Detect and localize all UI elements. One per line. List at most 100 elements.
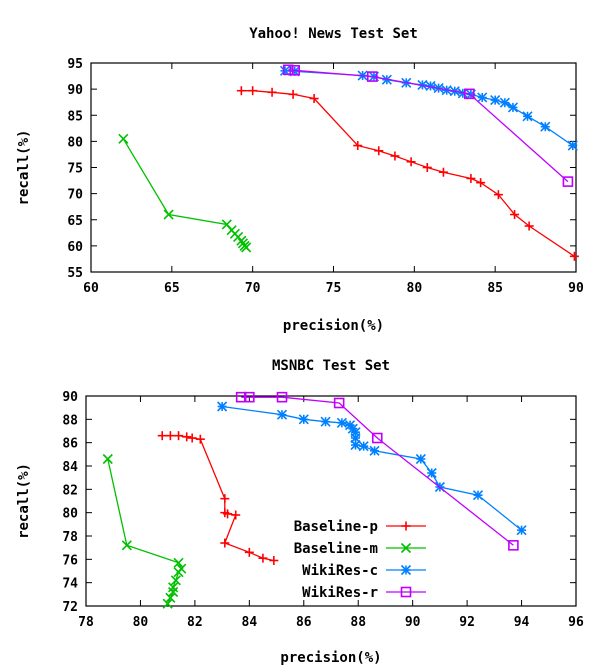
x-tick-label: 80 (407, 281, 423, 296)
x-tick-label: 88 (350, 615, 366, 630)
data-point (422, 163, 432, 172)
x-tick-label: 94 (514, 615, 530, 630)
data-point (490, 95, 501, 106)
data-point (173, 567, 184, 578)
y-tick-label: 74 (62, 577, 78, 592)
legend-label: Baseline-m (294, 541, 378, 557)
data-point (516, 525, 527, 536)
legend-marker (400, 564, 412, 576)
data-point (165, 431, 175, 441)
data-point (182, 432, 192, 442)
data-point (157, 431, 167, 441)
x-tick-label: 86 (296, 615, 312, 630)
data-point (231, 510, 241, 520)
x-tick-label: 84 (242, 615, 258, 630)
data-point (358, 441, 369, 452)
x-tick-label: 75 (326, 281, 342, 296)
y-axis-label: recall(%) (16, 463, 32, 539)
data-point (165, 592, 176, 603)
data-point (244, 547, 254, 557)
data-point (415, 453, 426, 465)
y-tick-label: 78 (62, 530, 78, 545)
x-tick-label: 90 (405, 615, 421, 630)
data-point (173, 557, 184, 568)
y-tick-label: 65 (67, 214, 83, 229)
data-point (371, 432, 383, 444)
series-wikires-c (279, 65, 578, 151)
data-point (507, 102, 519, 113)
series-line (284, 70, 574, 147)
y-tick-label: 60 (67, 240, 83, 255)
data-point (524, 221, 534, 231)
data-point (477, 92, 488, 103)
data-point (217, 401, 228, 412)
x-tick-label: 96 (568, 615, 584, 630)
series-wikires-r (235, 391, 519, 551)
data-point (350, 439, 361, 451)
y-tick-label: 85 (67, 109, 83, 124)
y-tick-label: 80 (67, 135, 83, 150)
data-point (333, 397, 345, 409)
chart-title: MSNBC Test Set (272, 358, 390, 374)
x-axis-label: precision(%) (280, 650, 381, 666)
series-line (122, 138, 247, 248)
data-point (241, 242, 252, 253)
data-point (522, 111, 533, 122)
data-point (244, 391, 255, 403)
x-tick-label: 80 (133, 615, 149, 630)
data-point (567, 140, 578, 151)
y-tick-label: 72 (62, 600, 78, 615)
x-tick-label: 82 (187, 615, 203, 630)
data-point (569, 251, 579, 261)
series-wikires-r (282, 64, 574, 187)
data-point (118, 133, 129, 144)
series-wikires-c (217, 401, 527, 536)
x-tick-label: 78 (78, 615, 94, 630)
data-point (102, 453, 113, 465)
data-point (195, 434, 205, 444)
data-point (406, 157, 416, 167)
legend-label: WikiRes-c (302, 563, 378, 579)
x-tick-label: 60 (83, 281, 99, 296)
data-point (282, 64, 294, 76)
data-point (258, 553, 268, 563)
y-tick-label: 80 (62, 507, 78, 522)
data-point (187, 433, 197, 443)
data-point (289, 65, 301, 76)
series-baseline-m (102, 453, 187, 609)
data-point (223, 509, 233, 519)
data-point (269, 556, 279, 565)
data-point (170, 575, 181, 586)
data-point (369, 445, 380, 456)
data-point (298, 414, 309, 425)
legend: Baseline-p Baseline-m WikiRes-c WikiRes-r (294, 519, 426, 601)
y-tick-label: 84 (62, 460, 78, 475)
y-axis-label: recall(%) (16, 130, 32, 206)
y-tick-label: 90 (67, 83, 83, 98)
data-point (220, 538, 230, 548)
y-tick-label: 86 (62, 437, 78, 452)
data-point (510, 210, 520, 220)
data-point (508, 540, 519, 551)
data-point (121, 540, 132, 551)
x-tick-label: 92 (459, 615, 475, 630)
y-tick-label: 95 (67, 57, 83, 72)
data-point (499, 97, 510, 108)
y-tick-label: 90 (62, 390, 78, 405)
data-point (472, 490, 484, 501)
y-tick-label: 70 (67, 188, 83, 203)
data-point (426, 467, 437, 479)
data-point (466, 173, 476, 183)
y-tick-label: 75 (67, 162, 83, 177)
data-point (174, 431, 184, 441)
series-line (222, 405, 523, 531)
legend-marker (400, 542, 412, 554)
data-point (276, 409, 288, 420)
data-point (390, 151, 400, 161)
data-point (162, 598, 173, 609)
x-tick-label: 65 (164, 281, 180, 296)
data-point (267, 87, 277, 97)
